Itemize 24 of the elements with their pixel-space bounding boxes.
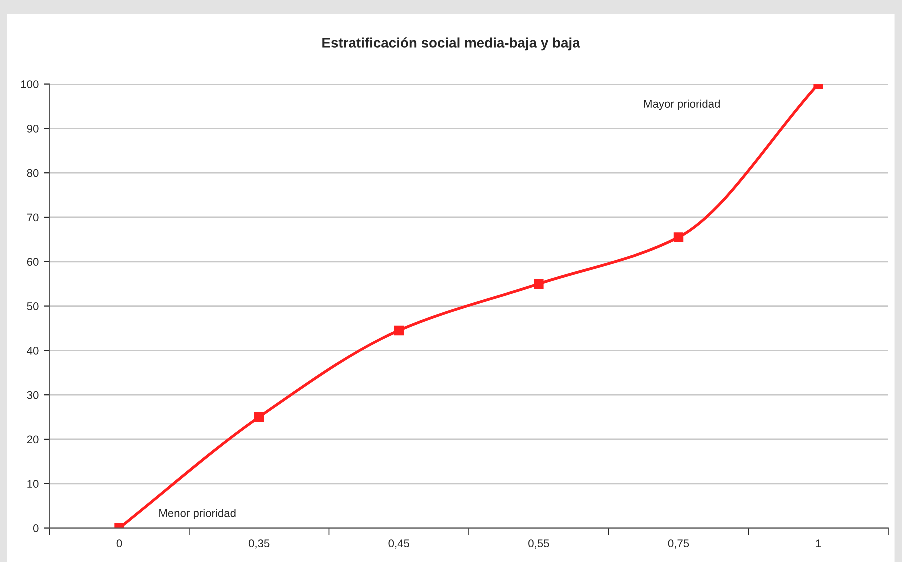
y-tick-label: 70 xyxy=(27,214,39,222)
x-tick-label: 0 xyxy=(116,540,122,548)
y-tick-label: 50 xyxy=(27,302,39,310)
annotation: Menor prioridad xyxy=(160,509,236,520)
annotation: Mayor prioridad xyxy=(644,100,720,110)
y-tick-label: 20 xyxy=(27,436,39,444)
y-tick-label: 40 xyxy=(27,346,39,355)
x-tick-label: 0,55 xyxy=(528,540,550,549)
point xyxy=(254,412,264,422)
y-tick-label: 30 xyxy=(27,391,39,400)
y-tick-label: 10 xyxy=(28,480,39,488)
x-tick-label: 1 xyxy=(816,540,822,548)
x-tick-label: 0,35 xyxy=(248,540,270,549)
point xyxy=(534,279,544,289)
y-tick-label: 100 xyxy=(22,80,39,88)
chart-title: Estratificación social media-baja y baja xyxy=(322,38,580,51)
x-tick-label: 0,45 xyxy=(388,540,410,549)
point xyxy=(674,232,684,242)
point xyxy=(394,326,404,336)
y-tick-label: 60 xyxy=(27,258,39,266)
y-tick-label: 90 xyxy=(27,124,39,133)
x-tick-label: 0,75 xyxy=(668,540,690,549)
y-tick-label: 80 xyxy=(27,169,39,178)
y-tick-label: 0 xyxy=(33,524,39,532)
